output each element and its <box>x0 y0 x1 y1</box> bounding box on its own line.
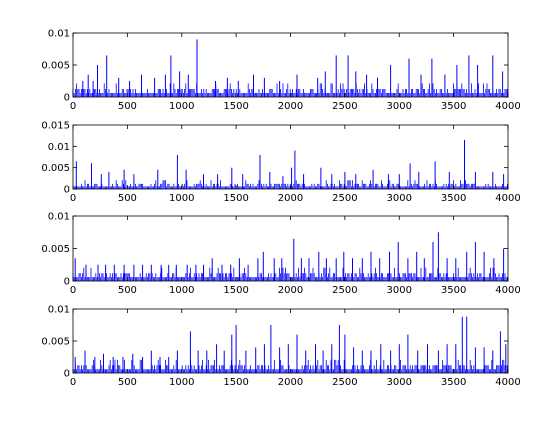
x-tick-label: 1500 <box>223 101 248 112</box>
x-tick-label: 1500 <box>223 285 248 296</box>
x-tick-label: 2000 <box>278 285 303 296</box>
y-tick-label: 0.005 <box>41 244 70 255</box>
x-tick-label: 3000 <box>387 101 412 112</box>
y-tick-label: 0 <box>64 185 70 196</box>
x-tick-label: 2500 <box>332 101 357 112</box>
x-tick-label: 2500 <box>332 285 357 296</box>
x-tick-label: 1000 <box>169 101 194 112</box>
x-tick-label: 2000 <box>278 193 303 204</box>
y-tick-label: 0.01 <box>48 305 70 316</box>
y-tick-label: 0.01 <box>48 142 70 153</box>
x-tick-label: 2000 <box>278 101 303 112</box>
x-tick-label: 3500 <box>441 285 466 296</box>
x-tick-label: 500 <box>118 377 137 388</box>
y-tick-label: 0 <box>64 277 70 288</box>
x-tick-label: 4000 <box>495 285 520 296</box>
x-tick-label: 0 <box>70 101 76 112</box>
x-tick-label: 500 <box>118 285 137 296</box>
y-tick-label: 0.005 <box>41 163 70 174</box>
subplot-2: 0 500 1000 1500 2000 2500 3000 3500 4000 0 0.005 0.… <box>41 121 520 205</box>
x-tick-label: 0 <box>70 285 76 296</box>
y-tick-label: 0 <box>64 93 70 104</box>
x-tick-label: 1000 <box>169 377 194 388</box>
x-tick-label: 1500 <box>223 377 248 388</box>
x-tick-label: 2500 <box>332 377 357 388</box>
x-tick-label: 1000 <box>169 285 194 296</box>
x-tick-label: 2000 <box>278 377 303 388</box>
x-tick-label: 3500 <box>441 101 466 112</box>
subplot-1: 0 500 1000 1500 2000 2500 3000 3500 4000 0 0.005 0.… <box>41 29 520 113</box>
x-tick-label: 1500 <box>223 193 248 204</box>
axes-box <box>72 215 509 282</box>
x-tick-label: 3000 <box>387 193 412 204</box>
x-tick-label: 4000 <box>495 377 520 388</box>
x-tick-label: 500 <box>118 193 137 204</box>
y-tick-label: 0.01 <box>48 29 70 40</box>
y-tick-label: 0.01 <box>48 212 70 223</box>
x-tick-label: 0 <box>70 377 76 388</box>
x-tick-label: 3000 <box>387 285 412 296</box>
y-tick-label: 0.005 <box>41 337 70 348</box>
x-tick-label: 2500 <box>332 193 357 204</box>
axes-box <box>72 32 509 98</box>
x-tick-label: 0 <box>70 193 76 204</box>
x-tick-label: 4000 <box>495 193 520 204</box>
y-tick-label: 0 <box>64 369 70 380</box>
x-tick-label: 1000 <box>169 193 194 204</box>
subplot-4: 0 500 1000 1500 2000 2500 3000 3500 4000 0 0.005 0.… <box>41 305 520 389</box>
y-tick-label: 0.005 <box>41 61 70 72</box>
x-tick-label: 4000 <box>495 101 520 112</box>
x-tick-label: 3000 <box>387 377 412 388</box>
axes-box <box>72 124 509 190</box>
x-tick-label: 3500 <box>441 377 466 388</box>
subplot-3: 0 500 1000 1500 2000 2500 3000 3500 4000 0 0.005 0.… <box>41 212 520 297</box>
x-tick-label: 500 <box>118 101 137 112</box>
x-tick-label: 3500 <box>441 193 466 204</box>
y-tick-label: 0.015 <box>41 121 70 132</box>
